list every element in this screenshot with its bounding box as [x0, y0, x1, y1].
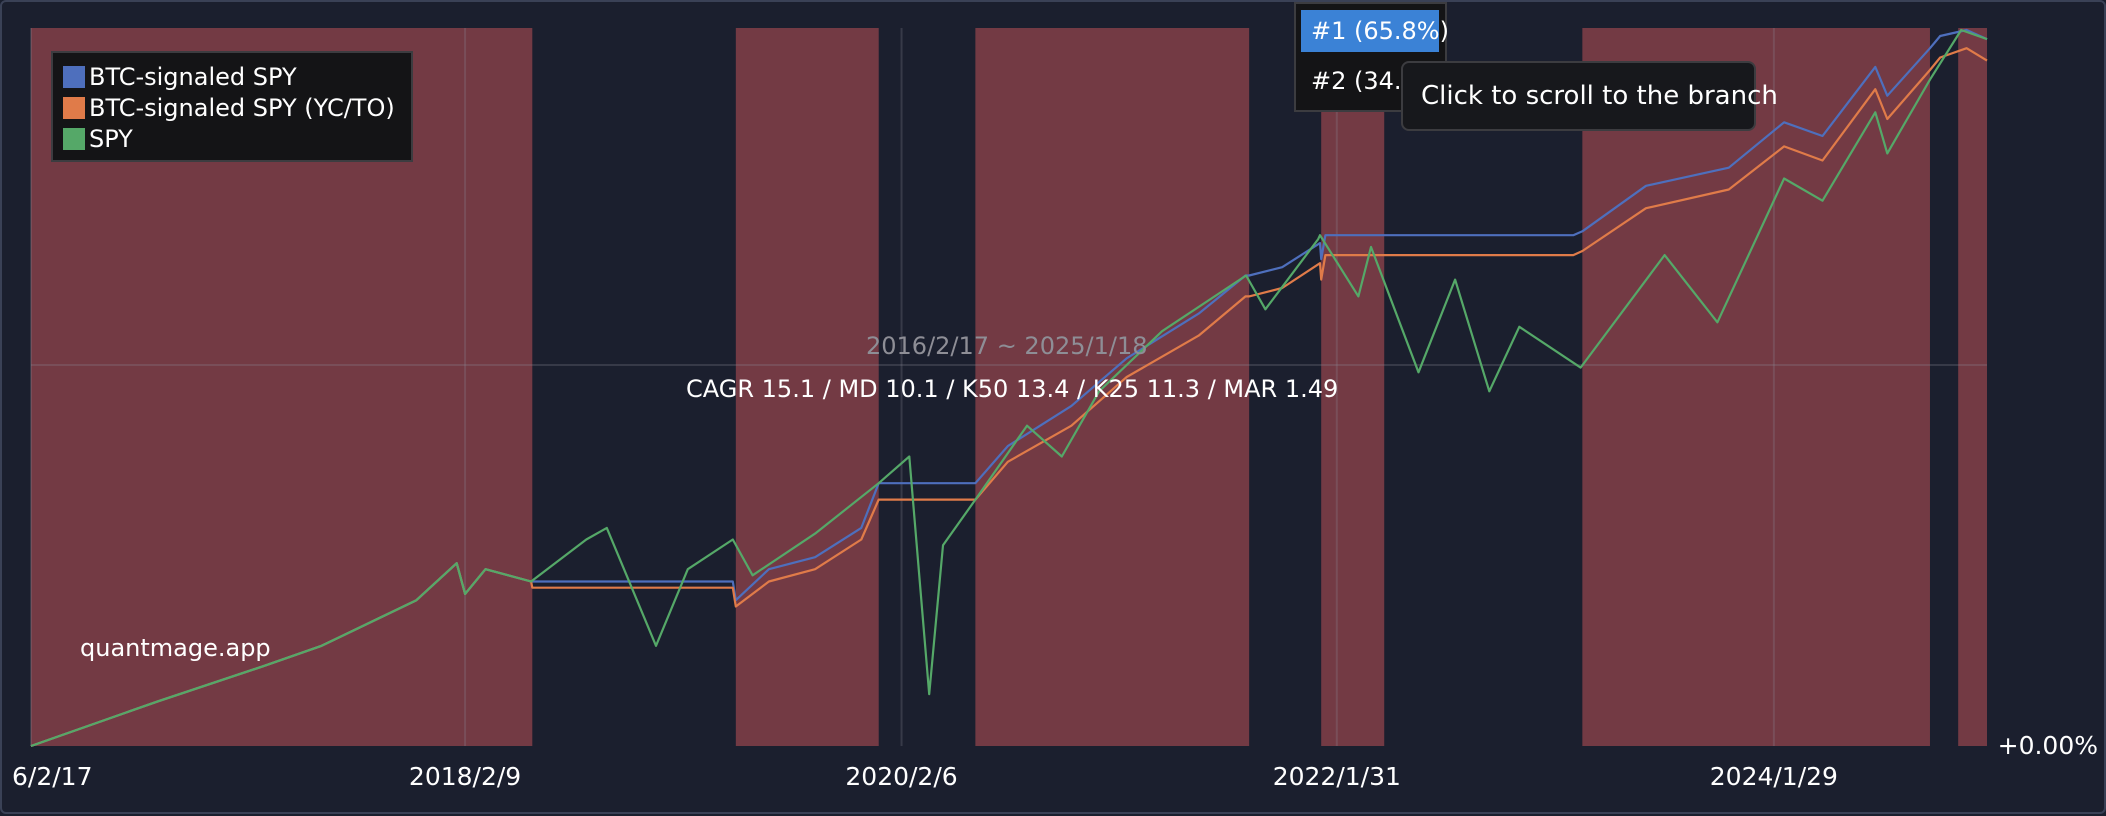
x-tick-label: 2022/1/31 [1273, 762, 1401, 791]
stats-label: CAGR 15.1 / MD 10.1 / K50 13.4 / K25 11.… [686, 375, 1339, 403]
x-axis-labels: 6/2/17 2018/2/9 2020/2/6 2022/1/31 2024/1/29 [12, 762, 1838, 791]
legend-label: BTC-signaled SPY (YC/TO) [89, 93, 395, 122]
series-line-2 [30, 28, 1988, 748]
shaded-period [1582, 28, 1930, 746]
legend-item-btc-signaled-spy: BTC-signaled SPY [63, 61, 401, 92]
x-tick-label: 2024/1/29 [1710, 762, 1838, 791]
legend-item-spy: SPY [63, 123, 401, 154]
shaded-period [735, 28, 879, 746]
legend-swatch [63, 96, 85, 119]
x-tick-label: 6/2/17 [12, 762, 92, 791]
y-axis-label: +0.00% [1998, 731, 2098, 760]
legend-swatch [63, 127, 85, 150]
x-tick-label: 2018/2/9 [409, 762, 521, 791]
shaded-period [1958, 28, 1987, 746]
shaded-period [975, 28, 1250, 746]
legend-item-btc-signaled-spy-yc-to: BTC-signaled SPY (YC/TO) [63, 92, 401, 123]
date-range-label: 2016/2/17 ~ 2025/1/18 [866, 332, 1148, 360]
legend: BTC-signaled SPY BTC-signaled SPY (YC/TO… [51, 51, 413, 162]
x-tick-label: 2020/2/6 [845, 762, 957, 791]
legend-swatch [63, 65, 85, 88]
grid-lines [30, 28, 1987, 746]
legend-label: BTC-signaled SPY [89, 62, 297, 91]
series-lines [30, 28, 1988, 748]
watermark-label: quantmage.app [80, 634, 271, 662]
legend-label: SPY [89, 124, 133, 153]
branch-tooltip: Click to scroll to the branch [1401, 61, 1778, 131]
branch-item-1[interactable]: #1 (65.8%) [1301, 10, 1449, 52]
shaded-period [1321, 28, 1385, 746]
